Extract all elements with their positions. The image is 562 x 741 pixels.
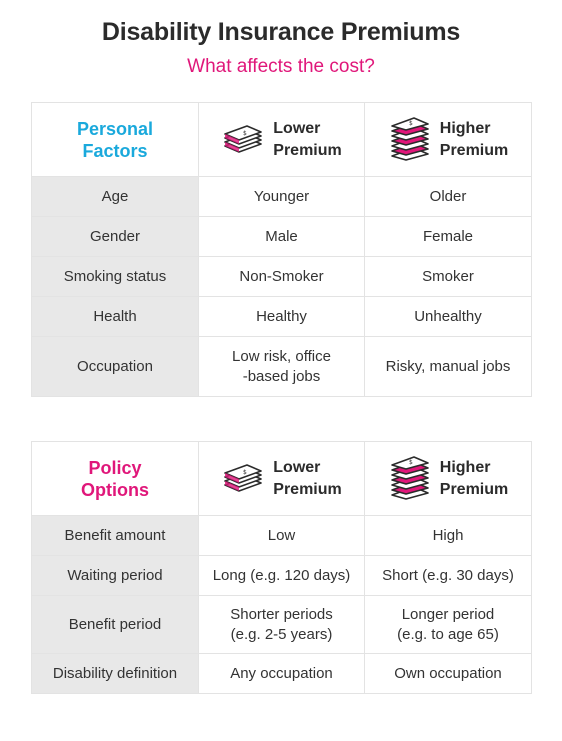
- lower-value: Long (e.g. 120 days): [198, 555, 365, 596]
- money-stack-small-icon: $: [221, 459, 265, 499]
- row-label: Age: [31, 176, 199, 217]
- row-label: Benefit amount: [31, 515, 199, 556]
- policy-options-table: Policy Options $: [31, 441, 532, 694]
- lower-value: Male: [198, 216, 365, 257]
- lower-value: Younger: [198, 176, 365, 217]
- table-row: Age Younger Older: [31, 176, 532, 217]
- lower-premium-header: $ Lower Premium: [198, 102, 365, 177]
- table-row: Smoking status Non-Smoker Smoker: [31, 256, 532, 297]
- lower-value: Healthy: [198, 296, 365, 337]
- table-header-row: Personal Factors $: [31, 102, 532, 177]
- table-row: Occupation Low risk, office -based jobs …: [31, 336, 532, 397]
- row-label: Disability definition: [31, 653, 199, 694]
- personal-factors-heading: Personal Factors: [31, 102, 199, 177]
- money-stack-tall-icon: $: [388, 112, 432, 168]
- higher-value: Risky, manual jobs: [364, 336, 532, 397]
- table-row: Benefit amount Low High: [31, 515, 532, 556]
- table-row: Gender Male Female: [31, 216, 532, 257]
- lower-value: Any occupation: [198, 653, 365, 694]
- table-row: Health Healthy Unhealthy: [31, 296, 532, 337]
- money-stack-tall-icon: $: [388, 451, 432, 507]
- row-label: Occupation: [31, 336, 199, 397]
- row-label: Gender: [31, 216, 199, 257]
- higher-value: Longer period (e.g. to age 65): [364, 595, 532, 654]
- lower-value: Shorter periods (e.g. 2-5 years): [198, 595, 365, 654]
- page-subtitle: What affects the cost?: [187, 56, 375, 77]
- row-label: Health: [31, 296, 199, 337]
- svg-text:$: $: [409, 459, 413, 466]
- lower-value: Low risk, office -based jobs: [198, 336, 365, 397]
- lower-premium-header: $ Lower Premium: [198, 441, 365, 516]
- row-label: Smoking status: [31, 256, 199, 297]
- svg-text:$: $: [243, 469, 247, 476]
- personal-factors-table: Personal Factors $: [31, 102, 532, 397]
- higher-premium-header: $ Higher Premium: [364, 441, 532, 516]
- higher-value: Older: [364, 176, 532, 217]
- row-label: Waiting period: [31, 555, 199, 596]
- page-title: Disability Insurance Premiums: [101, 18, 461, 46]
- table-row: Waiting period Long (e.g. 120 days) Shor…: [31, 555, 532, 596]
- higher-value: Short (e.g. 30 days): [364, 555, 532, 596]
- lower-value: Non-Smoker: [198, 256, 365, 297]
- svg-text:$: $: [409, 120, 413, 127]
- higher-value: Smoker: [364, 256, 532, 297]
- policy-options-heading: Policy Options: [31, 441, 199, 516]
- table-row: Disability definition Any occupation Own…: [31, 653, 532, 694]
- table-header-row: Policy Options $: [31, 441, 532, 516]
- higher-premium-header: $ Higher Premium: [364, 102, 532, 177]
- row-label: Benefit period: [31, 595, 199, 654]
- higher-value: Female: [364, 216, 532, 257]
- higher-value: Own occupation: [364, 653, 532, 694]
- table-row: Benefit period Shorter periods (e.g. 2-5…: [31, 595, 532, 654]
- svg-text:$: $: [243, 130, 247, 137]
- higher-value: Unhealthy: [364, 296, 532, 337]
- lower-value: Low: [198, 515, 365, 556]
- money-stack-small-icon: $: [221, 120, 265, 160]
- higher-value: High: [364, 515, 532, 556]
